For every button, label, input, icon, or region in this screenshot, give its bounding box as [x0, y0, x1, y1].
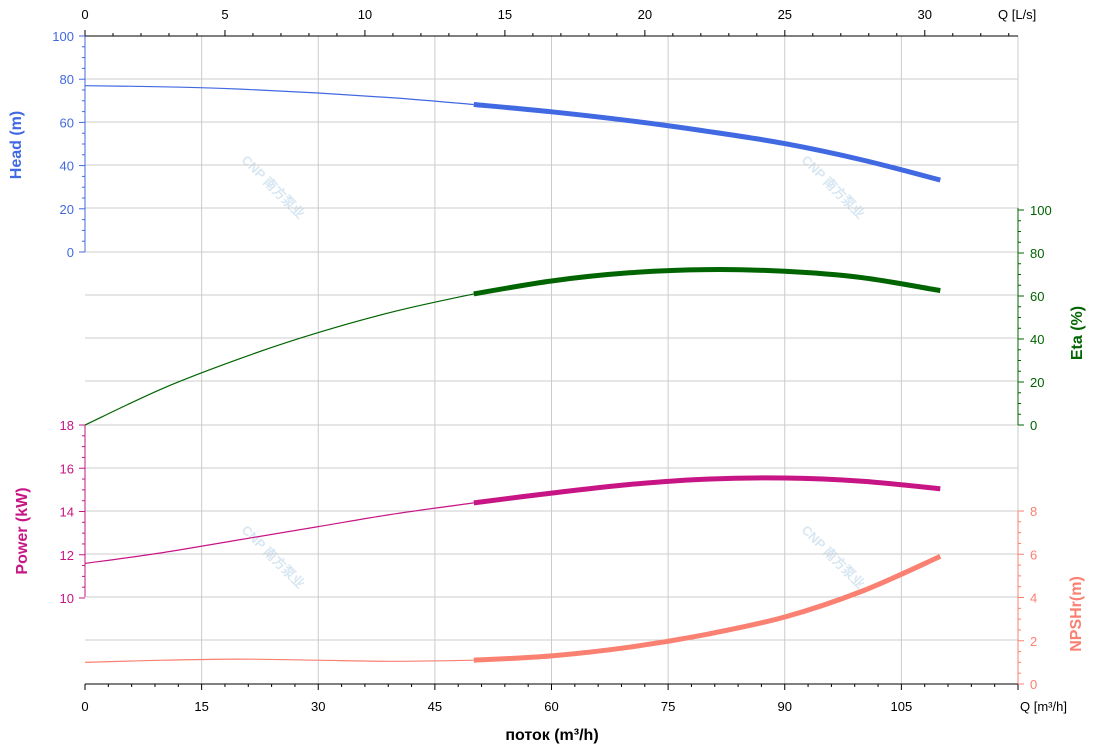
x-top-tick-label: 25 [778, 7, 792, 22]
power-tick-label: 18 [60, 418, 74, 433]
x-axis-title: поток (m³/h) [505, 727, 598, 744]
x-bottom-tick-label: 0 [81, 699, 88, 714]
eta-tick-label: 100 [1030, 203, 1052, 218]
watermark-text: CNP 南方泵业 [239, 152, 308, 221]
power-curve-operating [473, 475, 941, 506]
x-top-tick-label: 30 [918, 7, 932, 22]
eta-axis-title: Eta (%) [1069, 306, 1086, 360]
npshr-curve-thin [84, 658, 474, 663]
eta-curve-thin [84, 293, 474, 426]
npshr-tick-label: 8 [1030, 504, 1037, 519]
power-tick-label: 12 [60, 548, 74, 563]
watermark-text: CNP 南方泵业 [239, 522, 308, 591]
power-tick-label: 14 [60, 505, 74, 520]
npshr-tick-label: 6 [1030, 547, 1037, 562]
power-curve-thin [84, 502, 474, 564]
head-tick-label: 20 [60, 202, 74, 217]
eta-tick-label: 80 [1030, 246, 1044, 261]
eta-tick-label: 60 [1030, 289, 1044, 304]
npshr-tick-label: 4 [1030, 591, 1037, 606]
x-bottom-tick-label: 60 [544, 699, 558, 714]
x-top-tick-label: 5 [221, 7, 228, 22]
curves [84, 85, 942, 663]
head-tick-label: 0 [67, 245, 74, 260]
eta-tick-label: 0 [1030, 418, 1037, 433]
npshr-axis-title: NPSHr(m) [1068, 576, 1085, 652]
eta-tick-label: 40 [1030, 332, 1044, 347]
x-top-tick-label: 10 [358, 7, 372, 22]
axis-labels: поток (m³/h) Q [m³/h] Q [L/s] Head (m) E… [8, 7, 1086, 744]
x-top-unit-label: Q [L/s] [998, 7, 1036, 22]
x-bottom-tick-label: 90 [778, 699, 792, 714]
x-top-tick-label: 20 [638, 7, 652, 22]
eta-curve-operating [473, 267, 941, 297]
x-bottom-tick-label: 45 [428, 699, 442, 714]
eta-tick-label: 20 [1030, 375, 1044, 390]
head-tick-label: 100 [52, 29, 74, 44]
npshr-tick-label: 0 [1030, 677, 1037, 692]
power-tick-label: 10 [60, 591, 74, 606]
x-bottom-unit-label: Q [m³/h] [1020, 699, 1067, 714]
watermark-text: CNP 南方泵业 [799, 522, 868, 591]
watermark-layer: CNP 南方泵业 CNP 南方泵业 CNP 南方泵业 CNP 南方泵业 [239, 152, 868, 591]
x-top-tick-label: 0 [81, 7, 88, 22]
x-bottom-tick-label: 75 [661, 699, 675, 714]
x-bottom-tick-label: 15 [194, 699, 208, 714]
npshr-curve-operating [473, 554, 942, 663]
head-curve-operating [473, 102, 941, 183]
watermark-text: CNP 南方泵业 [799, 152, 868, 221]
x-top-tick-label: 15 [498, 7, 512, 22]
power-tick-label: 16 [60, 461, 74, 476]
power-axis-title: Power (kW) [14, 487, 31, 574]
x-bottom-tick-label: 105 [891, 699, 913, 714]
head-curve-thin [84, 85, 474, 106]
npshr-tick-label: 2 [1030, 634, 1037, 649]
head-axis-title: Head (m) [8, 111, 25, 179]
x-bottom-tick-label: 30 [311, 699, 325, 714]
head-tick-label: 60 [60, 115, 74, 130]
head-tick-label: 40 [60, 159, 74, 174]
head-tick-label: 80 [60, 72, 74, 87]
